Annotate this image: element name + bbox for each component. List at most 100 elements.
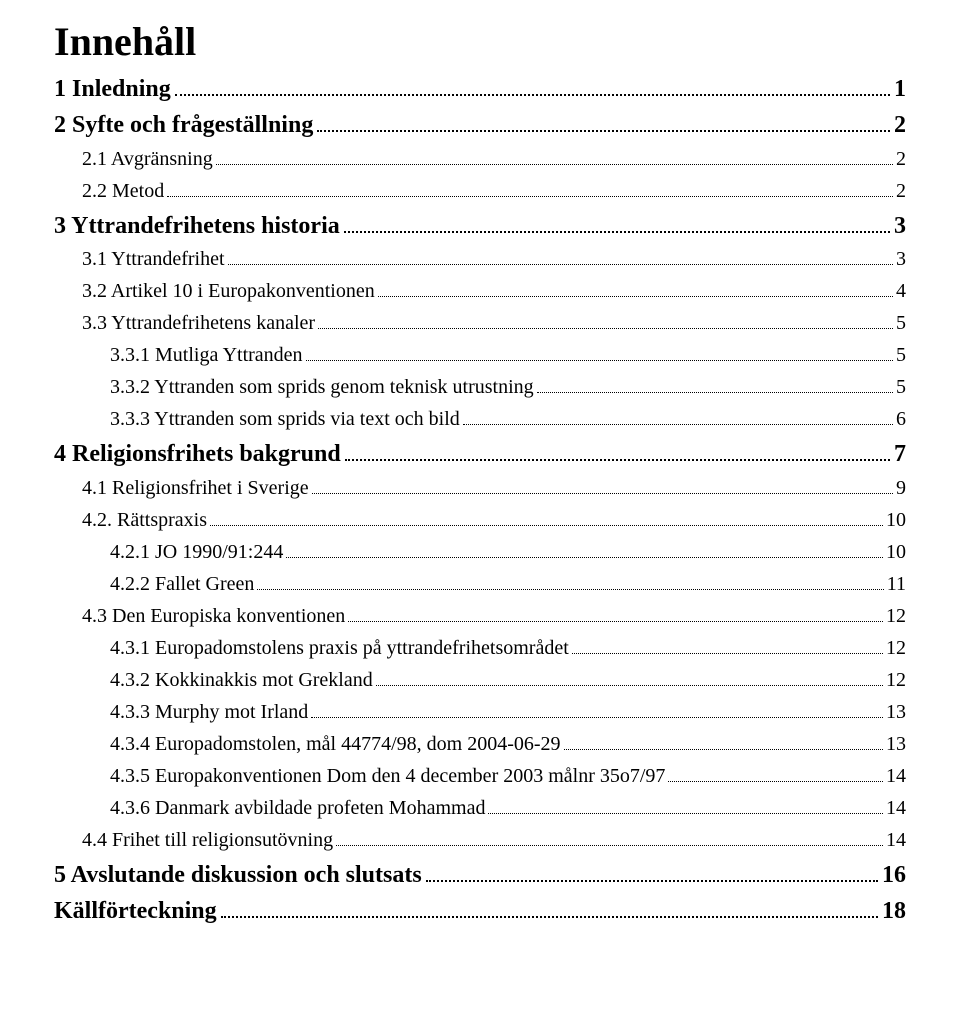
toc-entry-label: 4.1 Religionsfrihet i Sverige bbox=[82, 473, 309, 503]
toc-entry-page: 11 bbox=[887, 569, 906, 599]
toc-entry-page: 16 bbox=[882, 859, 906, 891]
toc-entry-page: 10 bbox=[886, 537, 906, 567]
toc-entry: 2.2 Metod 2 bbox=[54, 176, 906, 206]
toc-leader-dots bbox=[344, 211, 890, 233]
toc-entry: 4.3.5 Europakonventionen Dom den 4 decem… bbox=[54, 761, 906, 791]
toc-entry-label: 4.3.1 Europadomstolens praxis på yttrand… bbox=[110, 633, 569, 663]
toc-entry-label: Källförteckning bbox=[54, 895, 217, 927]
toc-entry-label: 3.3.1 Mutliga Yttranden bbox=[110, 340, 303, 370]
toc-entry: 2.1 Avgränsning 2 bbox=[54, 144, 906, 174]
toc-entry-page: 2 bbox=[896, 176, 906, 206]
toc-entry-label: 5 Avslutande diskussion och slutsats bbox=[54, 859, 422, 891]
toc-entry-label: 3.2 Artikel 10 i Europakonventionen bbox=[82, 276, 375, 306]
toc-entry-page: 4 bbox=[896, 276, 906, 306]
toc-entry-label: 4.3 Den Europiska konventionen bbox=[82, 601, 345, 631]
toc-leader-dots bbox=[221, 896, 878, 918]
toc-entry-page: 3 bbox=[894, 210, 906, 242]
toc-leader-dots bbox=[345, 440, 890, 462]
toc-entry-page: 3 bbox=[896, 244, 906, 274]
toc-entry-page: 6 bbox=[896, 404, 906, 434]
toc-leader-dots bbox=[564, 734, 883, 750]
toc-entry-page: 2 bbox=[894, 109, 906, 141]
toc-entry-label: 4.2. Rättspraxis bbox=[82, 505, 207, 535]
toc-entry: 3.3.2 Yttranden som sprids genom teknisk… bbox=[54, 372, 906, 402]
toc-entry-label: 3.3.2 Yttranden som sprids genom teknisk… bbox=[110, 372, 534, 402]
toc-entry: 4.1 Religionsfrihet i Sverige 9 bbox=[54, 473, 906, 503]
toc-leader-dots bbox=[210, 510, 883, 526]
toc-entry: 2 Syfte och frågeställning2 bbox=[54, 109, 906, 141]
toc-leader-dots bbox=[216, 149, 893, 165]
toc-entry-label: 1 Inledning bbox=[54, 73, 171, 105]
toc-leader-dots bbox=[668, 766, 883, 782]
toc-entry-label: 3.3 Yttrandefrihetens kanaler bbox=[82, 308, 315, 338]
toc-entry-label: 2.1 Avgränsning bbox=[82, 144, 213, 174]
toc-leader-dots bbox=[537, 377, 893, 393]
toc-entry-page: 13 bbox=[886, 729, 906, 759]
toc-leader-dots bbox=[175, 74, 890, 96]
toc-list: 1 Inledning12 Syfte och frågeställning22… bbox=[54, 73, 906, 927]
toc-entry-label: 3.1 Yttrandefrihet bbox=[82, 244, 225, 274]
toc-entry-page: 9 bbox=[896, 473, 906, 503]
toc-entry: 4 Religionsfrihets bakgrund 7 bbox=[54, 438, 906, 470]
toc-leader-dots bbox=[348, 606, 883, 622]
toc-entry-page: 7 bbox=[894, 438, 906, 470]
toc-entry: 3.3.1 Mutliga Yttranden 5 bbox=[54, 340, 906, 370]
toc-entry-label: 4.3.6 Danmark avbildade profeten Mohamma… bbox=[110, 793, 485, 823]
toc-entry-page: 5 bbox=[896, 308, 906, 338]
toc-leader-dots bbox=[426, 860, 878, 882]
toc-entry: 5 Avslutande diskussion och slutsats 16 bbox=[54, 859, 906, 891]
toc-leader-dots bbox=[228, 249, 893, 265]
toc-entry-page: 5 bbox=[896, 340, 906, 370]
toc-entry-page: 14 bbox=[886, 825, 906, 855]
toc-entry: 3.3 Yttrandefrihetens kanaler 5 bbox=[54, 308, 906, 338]
toc-entry-page: 12 bbox=[886, 665, 906, 695]
toc-entry-label: 4.2.1 JO 1990/91:244 bbox=[110, 537, 283, 567]
toc-entry-label: 4.4 Frihet till religionsutövning bbox=[82, 825, 333, 855]
toc-entry-label: 3 Yttrandefrihetens historia bbox=[54, 210, 340, 242]
toc-entry: 1 Inledning 1 bbox=[54, 73, 906, 105]
toc-entry: 3 Yttrandefrihetens historia 3 bbox=[54, 210, 906, 242]
toc-entry-page: 2 bbox=[896, 144, 906, 174]
toc-leader-dots bbox=[167, 181, 893, 197]
toc-entry: 3.2 Artikel 10 i Europakonventionen 4 bbox=[54, 276, 906, 306]
toc-entry-label: 4 Religionsfrihets bakgrund bbox=[54, 438, 341, 470]
toc-entry: 3.1 Yttrandefrihet 3 bbox=[54, 244, 906, 274]
toc-leader-dots bbox=[378, 281, 893, 297]
toc-leader-dots bbox=[463, 409, 893, 425]
toc-entry: Källförteckning18 bbox=[54, 895, 906, 927]
toc-entry-page: 13 bbox=[886, 697, 906, 727]
toc-leader-dots bbox=[572, 638, 883, 654]
toc-entry-label: 3.3.3 Yttranden som sprids via text och … bbox=[110, 404, 460, 434]
toc-entry-label: 4.3.3 Murphy mot Irland bbox=[110, 697, 308, 727]
toc-entry-page: 10 bbox=[886, 505, 906, 535]
toc-leader-dots bbox=[376, 670, 883, 686]
toc-entry-page: 5 bbox=[896, 372, 906, 402]
toc-page: Innehåll 1 Inledning 1 2 Syfte och frågest… bbox=[0, 0, 960, 967]
toc-leader-dots bbox=[318, 313, 893, 329]
toc-entry-label: 4.2.2 Fallet Green bbox=[110, 569, 254, 599]
toc-entry-page: 1 bbox=[894, 73, 906, 105]
toc-entry: 4.3.1 Europadomstolens praxis på yttrand… bbox=[54, 633, 906, 663]
toc-leader-dots bbox=[286, 542, 883, 558]
toc-entry-page: 14 bbox=[886, 793, 906, 823]
toc-leader-dots bbox=[317, 111, 890, 133]
toc-entry: 3.3.3 Yttranden som sprids via text och … bbox=[54, 404, 906, 434]
toc-entry-label: 4.3.5 Europakonventionen Dom den 4 decem… bbox=[110, 761, 665, 791]
toc-leader-dots bbox=[311, 702, 883, 718]
toc-entry-page: 12 bbox=[886, 601, 906, 631]
toc-entry-page: 14 bbox=[886, 761, 906, 791]
toc-entry: 4.3 Den Europiska konventionen 12 bbox=[54, 601, 906, 631]
toc-entry: 4.3.3 Murphy mot Irland 13 bbox=[54, 697, 906, 727]
toc-entry: 4.3.6 Danmark avbildade profeten Mohamma… bbox=[54, 793, 906, 823]
toc-leader-dots bbox=[312, 478, 893, 494]
toc-entry-page: 12 bbox=[886, 633, 906, 663]
toc-entry: 4.3.4 Europadomstolen, mål 44774/98, dom… bbox=[54, 729, 906, 759]
toc-entry: 4.3.2 Kokkinakkis mot Grekland12 bbox=[54, 665, 906, 695]
toc-entry: 4.2.2 Fallet Green 11 bbox=[54, 569, 906, 599]
toc-leader-dots bbox=[306, 345, 893, 361]
toc-leader-dots bbox=[488, 798, 883, 814]
toc-title: Innehåll bbox=[54, 18, 906, 65]
toc-leader-dots bbox=[257, 574, 883, 590]
toc-entry-label: 4.3.4 Europadomstolen, mål 44774/98, dom… bbox=[110, 729, 561, 759]
toc-entry-label: 2.2 Metod bbox=[82, 176, 164, 206]
